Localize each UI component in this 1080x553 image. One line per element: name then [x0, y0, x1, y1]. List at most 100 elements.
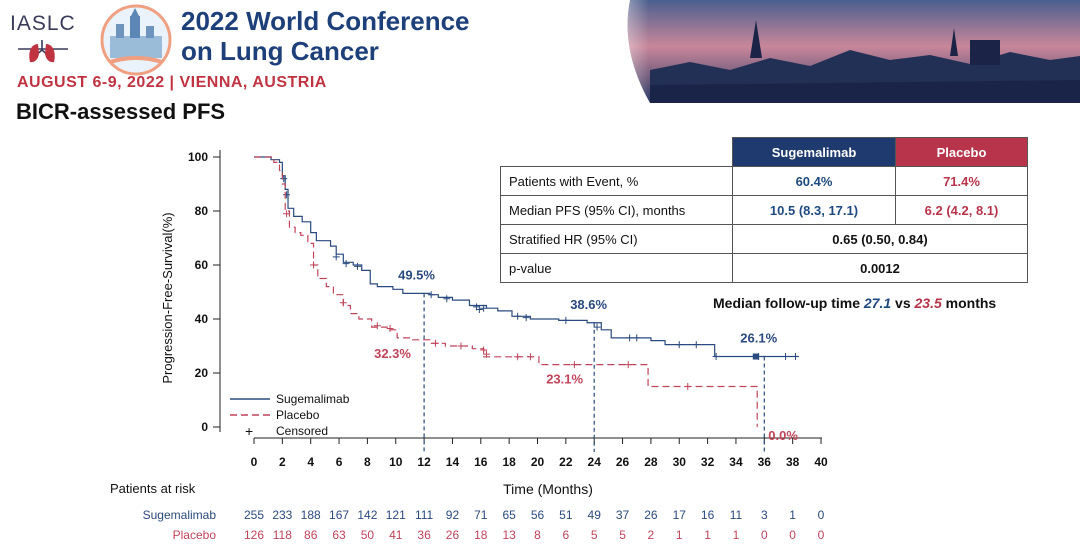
slide-title: BICR-assessed PFS [16, 99, 226, 124]
x-tick-label: 30 [673, 455, 687, 469]
at-risk-value: 0 [818, 508, 825, 522]
censor-mark-placebo [684, 383, 692, 390]
at-risk-value: 13 [502, 528, 516, 542]
x-tick-label: 4 [307, 455, 314, 469]
y-tick-label: 100 [188, 150, 208, 164]
followup-note: Median follow-up time 27.1 vs 23.5 month… [713, 295, 996, 311]
at-risk-value: 71 [474, 508, 488, 522]
row-label: Median PFS (95% CI), months [500, 195, 733, 225]
y-tick-label: 60 [195, 258, 209, 272]
cell-placebo: 71.4% [895, 166, 1028, 196]
at-risk-value: 63 [332, 528, 346, 542]
legend-label-censored: Censored [276, 424, 328, 438]
at-risk-value: 92 [446, 508, 460, 522]
censor-mark-sugemalimab [280, 175, 288, 183]
y-tick-label: 0 [201, 420, 208, 434]
censor-mark-sugemalimab [514, 312, 522, 320]
censor-mark-sugemalimab [692, 341, 700, 349]
x-tick-label: 24 [588, 455, 602, 469]
landmark-label-sugemalimab: 26.1% [740, 331, 777, 346]
at-risk-value: 5 [591, 528, 598, 542]
landmark-label-placebo: 23.1% [546, 372, 583, 387]
series-line-sugemalimab [254, 156, 799, 358]
censor-mark-sugemalimab [782, 353, 790, 361]
x-tick-label: 20 [531, 455, 545, 469]
table-row: Patients with Event, % 60.4% 71.4% [500, 166, 1028, 196]
at-risk-value: 6 [563, 528, 570, 542]
at-risk-value: 255 [244, 508, 264, 522]
censor-mark-placebo [570, 361, 578, 369]
censor-mark-placebo [526, 353, 534, 361]
censor-mark-sugemalimab [626, 334, 634, 342]
censor-mark-sugemalimab [712, 353, 720, 361]
censor-mark-sugemalimab [522, 314, 530, 322]
censor-mark-placebo [283, 210, 291, 218]
table-row: Median PFS (95% CI), months 10.5 (8.3, 1… [500, 195, 1028, 225]
at-risk-value: 56 [531, 508, 545, 522]
censor-mark-placebo [480, 346, 488, 354]
at-risk-value: 0 [761, 528, 768, 542]
at-risk-value: 26 [644, 508, 658, 522]
x-tick-label: 2 [279, 455, 286, 469]
x-tick-label: 10 [389, 455, 403, 469]
table-header-row: Sugemalimab Placebo [501, 137, 1028, 167]
at-risk-value: 5 [619, 528, 626, 542]
y-tick-label: 20 [195, 366, 209, 380]
at-risk-value: 18 [474, 528, 488, 542]
at-risk-value: 142 [357, 508, 377, 522]
censor-mark-sugemalimab [427, 291, 435, 299]
vienna-skyline-banner [590, 0, 1080, 103]
x-tick-label: 38 [786, 455, 800, 469]
at-risk-value: 3 [761, 508, 768, 522]
x-tick-label: 32 [701, 455, 715, 469]
x-tick-label: 14 [446, 455, 460, 469]
at-risk-value: 0 [789, 528, 796, 542]
censor-mark-sugemalimab [283, 191, 291, 199]
legend-swatch-censored: + [245, 423, 253, 439]
censor-mark-sugemalimab [791, 353, 799, 361]
org-name: IASLC [10, 12, 76, 35]
at-risk-value: 26 [446, 528, 460, 542]
censor-mark-sugemalimab [475, 306, 483, 314]
row-label: Patients with Event, % [500, 166, 733, 196]
cell-combined: 0.65 (0.50, 0.84) [732, 224, 1028, 254]
at-risk-value: 37 [616, 508, 630, 522]
at-risk-value: 41 [389, 528, 403, 542]
censor-mark-sugemalimab [593, 323, 601, 331]
x-tick-label: 40 [814, 455, 828, 469]
cell-sugemalimab: 60.4% [732, 166, 896, 196]
at-risk-value: 36 [417, 528, 431, 542]
censor-mark-sugemalimab [633, 334, 641, 342]
conference-title-line1: 2022 World Conference [181, 6, 470, 36]
at-risk-value: 167 [329, 508, 349, 522]
censor-mark-sugemalimab [342, 260, 350, 268]
at-risk-value: 121 [386, 508, 406, 522]
censor-mark-placebo [310, 261, 318, 269]
at-risk-value: 17 [673, 508, 687, 522]
table-row: p-value 0.0012 [500, 253, 1028, 283]
x-tick-label: 28 [644, 455, 658, 469]
censor-mark-sugemalimab [755, 353, 763, 361]
censor-mark-placebo [514, 353, 522, 361]
x-tick-label: 8 [364, 455, 371, 469]
x-tick-label: 18 [502, 455, 516, 469]
at-risk-value: 126 [244, 528, 264, 542]
x-tick-label: 12 [417, 455, 431, 469]
row-label: p-value [500, 253, 733, 283]
censor-mark-placebo [373, 322, 381, 330]
header-placebo: Placebo [895, 137, 1028, 167]
at-risk-value: 111 [415, 508, 434, 522]
legend-label-placebo: Placebo [276, 408, 320, 422]
censor-mark-placebo [457, 342, 465, 350]
at-risk-label-placebo: Placebo [173, 528, 217, 542]
at-risk-value: 188 [301, 508, 321, 522]
at-risk-value: 51 [559, 508, 573, 522]
at-risk-value: 11 [730, 508, 743, 522]
censor-mark-placebo [624, 361, 632, 369]
censor-mark-sugemalimab [353, 262, 361, 270]
conference-title: 2022 World Conference on Lung Cancer [181, 6, 470, 66]
at-risk-value: 1 [789, 508, 796, 522]
table-row: Stratified HR (95% CI) 0.65 (0.50, 0.84) [500, 224, 1028, 254]
cell-sugemalimab: 10.5 (8.3, 17.1) [732, 195, 896, 225]
at-risk-value: 16 [701, 508, 715, 522]
